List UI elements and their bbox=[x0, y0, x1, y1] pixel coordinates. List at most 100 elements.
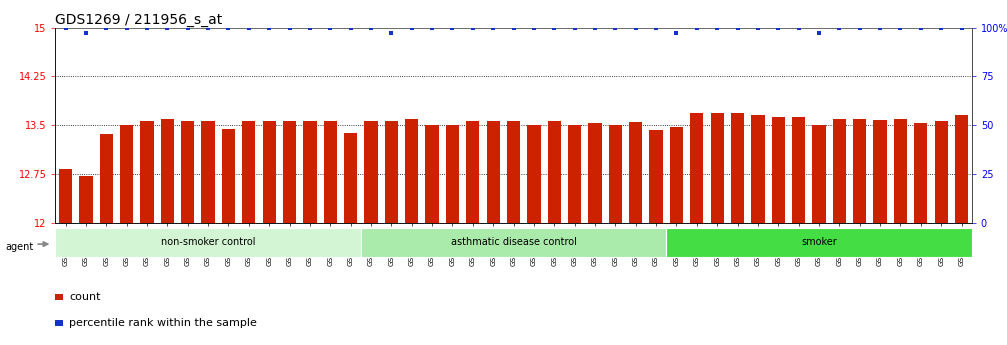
Point bbox=[954, 25, 970, 30]
Bar bbox=[140, 120, 154, 223]
Point bbox=[179, 25, 195, 30]
Point bbox=[567, 25, 583, 30]
Text: smoker: smoker bbox=[802, 237, 837, 247]
Bar bbox=[650, 130, 663, 223]
Bar bbox=[222, 129, 235, 223]
Bar bbox=[55, 319, 63, 326]
Point bbox=[506, 25, 522, 30]
Bar bbox=[486, 120, 499, 223]
Bar bbox=[833, 119, 846, 223]
Bar bbox=[201, 120, 214, 223]
Text: GDS1269 / 211956_s_at: GDS1269 / 211956_s_at bbox=[55, 12, 223, 27]
Point bbox=[729, 25, 745, 30]
Bar bbox=[548, 120, 561, 223]
Bar bbox=[426, 125, 439, 223]
Point bbox=[933, 25, 950, 30]
Bar bbox=[303, 120, 316, 223]
Bar bbox=[731, 114, 744, 223]
Point bbox=[139, 25, 155, 30]
Bar bbox=[955, 115, 968, 223]
Bar bbox=[405, 119, 418, 223]
Point bbox=[465, 25, 481, 30]
Point bbox=[302, 25, 318, 30]
Bar bbox=[873, 120, 887, 223]
Text: asthmatic disease control: asthmatic disease control bbox=[451, 237, 576, 247]
Point bbox=[587, 25, 603, 30]
Point bbox=[221, 25, 237, 30]
Point bbox=[811, 31, 827, 36]
Bar bbox=[466, 120, 479, 223]
Bar bbox=[690, 114, 704, 223]
Point bbox=[282, 25, 298, 30]
Bar bbox=[507, 120, 521, 223]
Bar bbox=[711, 114, 724, 223]
Bar bbox=[385, 120, 398, 223]
Point bbox=[546, 25, 562, 30]
Point bbox=[384, 31, 400, 36]
Point bbox=[363, 25, 379, 30]
Bar bbox=[55, 228, 361, 257]
Bar bbox=[365, 120, 378, 223]
Bar bbox=[588, 123, 601, 223]
Point bbox=[669, 31, 685, 36]
Point bbox=[485, 25, 501, 30]
Text: percentile rank within the sample: percentile rank within the sample bbox=[69, 318, 258, 327]
Point bbox=[99, 25, 115, 30]
Bar bbox=[771, 117, 784, 223]
Bar bbox=[263, 120, 276, 223]
Text: non-smoker control: non-smoker control bbox=[161, 237, 256, 247]
Point bbox=[852, 25, 868, 30]
Bar bbox=[568, 125, 581, 223]
Bar bbox=[914, 123, 927, 223]
Bar bbox=[609, 125, 622, 223]
Bar bbox=[243, 120, 256, 223]
Bar bbox=[813, 125, 826, 223]
Point bbox=[872, 25, 888, 30]
Bar bbox=[793, 117, 806, 223]
Point bbox=[342, 25, 358, 30]
Point bbox=[607, 25, 623, 30]
Bar bbox=[934, 120, 948, 223]
Point bbox=[200, 25, 217, 30]
Point bbox=[526, 25, 542, 30]
Bar bbox=[667, 228, 972, 257]
Bar bbox=[751, 115, 764, 223]
Bar bbox=[55, 294, 63, 300]
Bar bbox=[629, 122, 642, 223]
Bar bbox=[100, 134, 113, 223]
Point bbox=[892, 25, 908, 30]
Bar bbox=[323, 120, 337, 223]
Point bbox=[649, 25, 665, 30]
Bar bbox=[59, 169, 73, 223]
Point bbox=[57, 25, 74, 30]
Bar bbox=[446, 125, 459, 223]
Bar bbox=[361, 228, 667, 257]
Point bbox=[261, 25, 277, 30]
Point bbox=[627, 25, 643, 30]
Text: agent: agent bbox=[5, 242, 33, 252]
Bar bbox=[853, 119, 866, 223]
Point bbox=[404, 25, 420, 30]
Point bbox=[119, 25, 135, 30]
Bar bbox=[344, 133, 357, 223]
Text: count: count bbox=[69, 292, 101, 302]
Bar bbox=[181, 120, 194, 223]
Point bbox=[159, 25, 175, 30]
Point bbox=[689, 25, 705, 30]
Point bbox=[241, 25, 257, 30]
Point bbox=[750, 25, 766, 30]
Bar bbox=[80, 176, 93, 223]
Point bbox=[912, 25, 928, 30]
Point bbox=[790, 25, 807, 30]
Bar bbox=[670, 127, 683, 223]
Bar bbox=[894, 119, 907, 223]
Bar bbox=[283, 120, 296, 223]
Point bbox=[444, 25, 460, 30]
Bar bbox=[528, 125, 541, 223]
Bar bbox=[161, 119, 174, 223]
Point bbox=[322, 25, 338, 30]
Point bbox=[424, 25, 440, 30]
Point bbox=[78, 31, 94, 36]
Bar bbox=[120, 125, 133, 223]
Point bbox=[709, 25, 725, 30]
